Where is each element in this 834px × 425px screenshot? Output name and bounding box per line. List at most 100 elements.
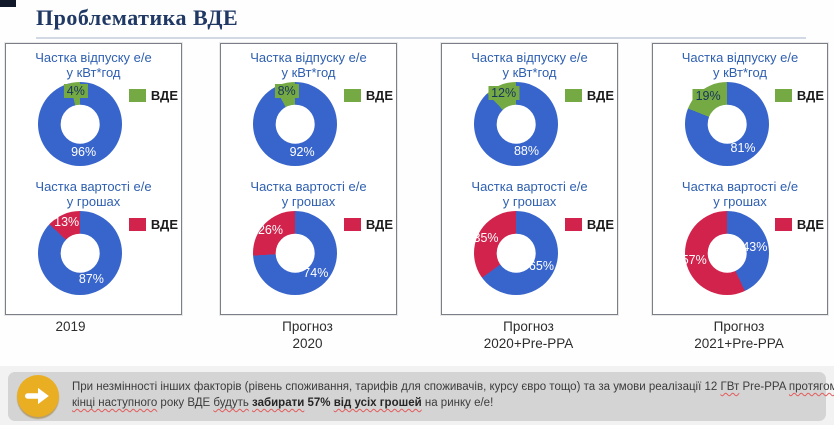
banner-seg: забирати: [252, 397, 305, 409]
banner-seg: на ринку е/е!: [421, 397, 494, 409]
chart-2020-money: Частка вартості е/е у грошах 26% 74% ВДЕ: [221, 173, 396, 302]
vde-share-label: 35%: [473, 230, 499, 245]
legend-swatch: [343, 89, 361, 102]
panel-caption-2019: 2019: [0, 318, 158, 335]
slide-title: Проблематика ВДЕ: [36, 5, 239, 30]
panel-2020-pre-ppa: Частка відпуску е/е у кВт*год 12% 88% ВД…: [441, 43, 618, 315]
legend-label: ВДЕ: [796, 217, 824, 232]
chart-title-line2: у кВт*год: [502, 65, 557, 80]
chart-title-line1: Частка вартості е/е: [35, 179, 152, 194]
legend: ВДЕ: [128, 88, 178, 103]
banner-seg: будуть: [213, 397, 249, 409]
panel-caption-2020-pre-ppa: Прогноз 2020+Pre-PPA: [441, 318, 616, 352]
donut-hole: [496, 233, 536, 273]
vde-share-label: 26%: [257, 222, 284, 237]
panel-2020: Частка відпуску е/е у кВт*год 8% 92% ВДЕ…: [220, 43, 397, 315]
other-share-label: 87%: [78, 272, 104, 287]
donut-hole: [707, 233, 747, 273]
panel-caption-2021-pre-ppa: Прогноз 2021+Pre-PPA: [652, 318, 826, 352]
caption-line1: 2019: [55, 319, 86, 334]
chart-2020ppa-money: Частка вартості е/е у грошах 35% 65% ВДЕ: [442, 173, 617, 302]
other-share-label: 88%: [513, 143, 540, 158]
chart-2020-kwh: Частка відпуску е/е у кВт*год 8% 92% ВДЕ: [221, 44, 396, 173]
banner-seg: 57%: [304, 397, 334, 409]
panel-2019: Частка відпуску е/е у кВт*год 4% 96% ВДЕ…: [5, 43, 182, 315]
donut-2021ppa-kwh: 19% 81%: [685, 82, 769, 166]
chart-title-line2: у грошах: [281, 194, 336, 209]
other-share-label: 92%: [289, 144, 315, 159]
chart-2021ppa-kwh: Частка відпуску е/е у кВт*год 19% 81% ВД…: [653, 44, 827, 173]
caption-line2: 2020+Pre-PPA: [483, 336, 574, 351]
right-arrow-icon: [25, 387, 49, 405]
other-share-label: 74%: [303, 265, 329, 280]
chart-title-line1: Частка вартості е/е: [250, 179, 367, 194]
legend-swatch: [128, 218, 146, 231]
donut-2020-kwh: 8% 92%: [253, 82, 337, 166]
vde-share-label: 19%: [692, 89, 724, 104]
corner-artifact: [0, 0, 16, 7]
chart-title-2020-kwh: Частка відпуску е/е у кВт*год: [221, 44, 396, 80]
donut-hole: [707, 104, 747, 144]
chart-title-2020-money: Частка вартості е/е у грошах: [221, 173, 396, 209]
legend-swatch: [128, 89, 146, 102]
donut-hole: [275, 104, 315, 144]
chart-2019-money: Частка вартості е/е у грошах 13% 87% ВДЕ: [6, 173, 181, 302]
legend: ВДЕ: [564, 217, 614, 232]
legend: ВДЕ: [774, 217, 824, 232]
chart-title-line2: у грошах: [713, 194, 767, 209]
vde-share-label: 57%: [681, 253, 707, 268]
vde-share-label: 13%: [54, 215, 80, 230]
banner-seg: ГВт: [720, 381, 740, 393]
donut-2020ppa-kwh: 12% 88%: [474, 82, 558, 166]
legend: ВДЕ: [774, 88, 824, 103]
chart-title-line1: Частка вартості е/е: [681, 179, 799, 194]
donut-2021ppa-money: 57% 43%: [681, 211, 769, 295]
donut-2019-kwh: 4% 96%: [38, 82, 122, 166]
legend-label: ВДЕ: [150, 217, 178, 232]
other-share-label: 43%: [742, 239, 768, 254]
legend-swatch: [343, 218, 361, 231]
legend-label: ВДЕ: [365, 88, 393, 103]
chart-title-line2: у грошах: [502, 194, 557, 209]
donut-2020ppa-money: 35% 65%: [474, 211, 558, 295]
banner-seg: кінці наступного: [72, 397, 158, 409]
chart-title-line1: Частка вартості е/е: [471, 179, 588, 194]
chart-title-line2: у кВт*год: [281, 65, 336, 80]
banner-seg: протягом: [788, 381, 834, 393]
legend: ВДЕ: [343, 88, 393, 103]
chart-title-2021ppa-money: Частка вартості е/е у грошах: [653, 173, 827, 209]
legend: ВДЕ: [128, 217, 178, 232]
legend-swatch: [564, 89, 582, 102]
banner-seg: При незмінності інших факторів (рівень с…: [72, 381, 721, 393]
legend: ВДЕ: [343, 217, 393, 232]
caption-line1: Прогноз: [282, 319, 333, 334]
donut-2019-money: 13% 87%: [38, 211, 122, 295]
chart-title-line1: Частка відпуску е/е: [35, 50, 152, 65]
legend-swatch: [774, 218, 792, 231]
donut-2020-money: 26% 74%: [253, 211, 337, 295]
caption-line1: Прогноз: [503, 319, 554, 334]
legend-swatch: [774, 89, 792, 102]
panel-caption-2020: Прогноз 2020: [220, 318, 395, 352]
chart-title-line1: Частка відпуску е/е: [471, 50, 588, 65]
donut-hole: [496, 104, 536, 144]
other-share-label: 65%: [528, 258, 554, 273]
legend-label: ВДЕ: [796, 88, 824, 103]
donut-hole: [60, 233, 100, 273]
legend-swatch: [564, 218, 582, 231]
other-share-label: 81%: [730, 140, 756, 155]
chart-title-2019-money: Частка вартості е/е у грошах: [6, 173, 181, 209]
vde-share-label: 12%: [488, 85, 520, 100]
other-share-label: 96%: [71, 145, 97, 160]
legend-label: ВДЕ: [586, 88, 614, 103]
chart-title-2020ppa-money: Частка вартості е/е у грошах: [442, 173, 617, 209]
banner-line2: кінці наступного року ВДЕ будуть забират…: [72, 395, 826, 411]
vde-share-label: 4%: [63, 83, 88, 98]
chart-title-line1: Частка відпуску е/е: [681, 50, 799, 65]
legend-label: ВДЕ: [365, 217, 393, 232]
vde-share-label: 8%: [274, 84, 299, 99]
caption-line1: Прогноз: [713, 319, 765, 334]
arrow-badge: [17, 375, 59, 417]
chart-2019-kwh: Частка відпуску е/е у кВт*год 4% 96% ВДЕ: [6, 44, 181, 173]
